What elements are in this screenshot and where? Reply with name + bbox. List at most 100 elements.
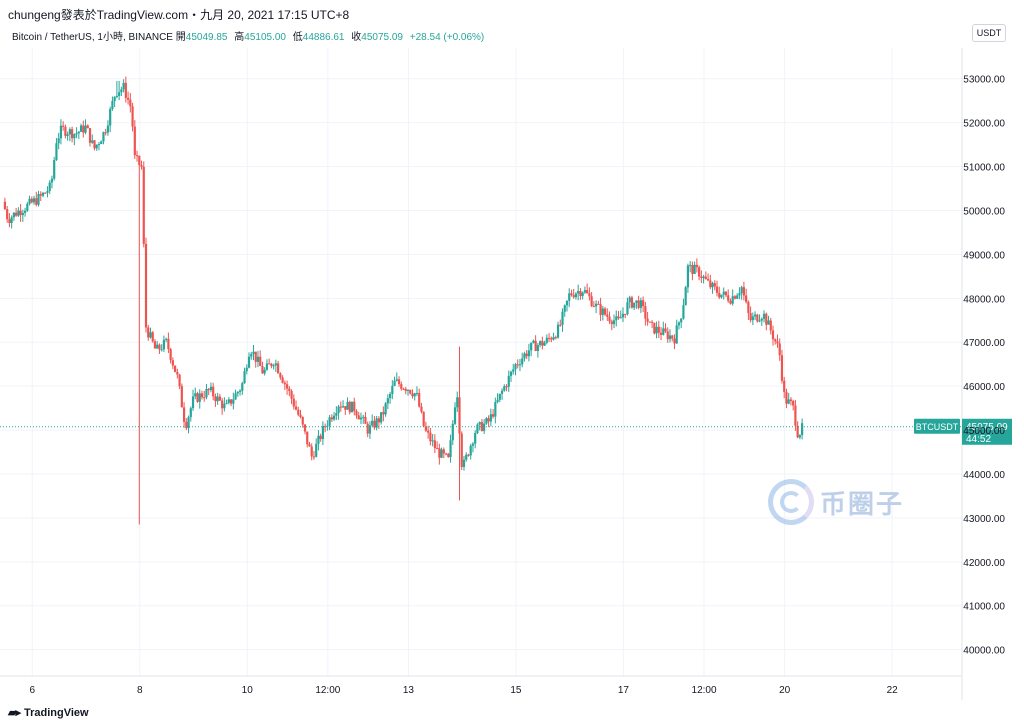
- candle-body: [306, 431, 309, 445]
- candle-body: [436, 448, 439, 450]
- candle-body: [610, 321, 613, 325]
- candle-body: [456, 397, 459, 408]
- candle-body: [774, 339, 777, 342]
- y-tick-label: 53000.00: [963, 75, 1005, 86]
- candle-body: [158, 344, 161, 350]
- candle-body: [650, 321, 654, 323]
- time-axis[interactable]: 6 8 10 12:00 13 15 17 12:00 20 22: [29, 685, 898, 696]
- currency-button[interactable]: USDT: [972, 24, 1006, 42]
- candle-body: [778, 343, 781, 356]
- candle-body: [26, 203, 29, 211]
- candle-body: [279, 373, 282, 378]
- candle-body: [621, 313, 625, 318]
- candle-body: [715, 286, 719, 293]
- candle-body: [731, 296, 734, 304]
- candle-body: [205, 388, 208, 398]
- candle-body: [516, 364, 519, 366]
- candle-body: [711, 283, 714, 288]
- candle-body: [684, 287, 687, 306]
- candle-body: [391, 385, 394, 394]
- y-tick-label: 41000.00: [963, 602, 1005, 613]
- candle-body: [536, 345, 539, 351]
- candle-body: [718, 292, 721, 298]
- x-tick-label: 12:00: [315, 685, 340, 696]
- symbol-tag: [914, 418, 960, 434]
- candle-body: [147, 327, 150, 338]
- candle-body: [736, 295, 739, 299]
- candle-body: [341, 406, 345, 408]
- candle-body: [256, 356, 260, 362]
- candle-body: [79, 125, 83, 132]
- last-price-value: 45075.09: [966, 422, 1008, 433]
- candle-body: [592, 306, 595, 308]
- candle-body: [691, 264, 694, 274]
- candle-body: [53, 159, 56, 179]
- candle-body: [126, 97, 130, 100]
- candle-body: [288, 388, 291, 392]
- candle-body: [762, 313, 766, 319]
- candle-body: [404, 388, 407, 391]
- candle-body: [393, 380, 396, 386]
- candle-body: [668, 335, 672, 340]
- candle-body: [180, 386, 183, 408]
- tradingview-footer[interactable]: ▰▸ TradingView: [8, 706, 89, 720]
- candle-body: [462, 459, 466, 467]
- candle-body: [359, 417, 363, 420]
- candle-body: [151, 332, 154, 342]
- candle-body: [783, 380, 786, 392]
- candle-body: [330, 417, 333, 420]
- candle-body: [346, 401, 349, 410]
- candle-body: [729, 300, 732, 304]
- candle-body: [122, 82, 125, 90]
- x-tick-label: 17: [618, 685, 630, 696]
- candle-body: [655, 326, 658, 334]
- candle-body: [191, 396, 195, 409]
- candle-body: [241, 383, 244, 391]
- candle-body: [431, 440, 434, 442]
- candle-body: [82, 125, 85, 133]
- candle-body: [221, 400, 224, 409]
- candle-body: [541, 341, 544, 346]
- candle-body: [377, 418, 380, 423]
- price-axis[interactable]: 53000.00 52000.00 51000.00 50000.00 49000.00…: [963, 75, 1005, 657]
- candle-body: [449, 440, 452, 458]
- candle-body: [418, 393, 421, 407]
- candle-body: [500, 390, 504, 394]
- symbol-legend: Bitcoin / TetherUS, 1小時, BINANCE 開45049.…: [12, 28, 488, 43]
- candle-body: [617, 316, 620, 319]
- candle-body: [259, 356, 262, 367]
- candle-body: [709, 280, 712, 288]
- candle-body: [55, 143, 58, 160]
- x-tick-label: 10: [242, 685, 254, 696]
- watermark-text: 币圈子: [820, 488, 905, 519]
- candle-body: [111, 100, 114, 109]
- candle-body: [118, 92, 121, 96]
- candle-body: [19, 210, 22, 216]
- candle-body: [648, 321, 651, 323]
- candle-body: [400, 384, 403, 389]
- candle-body: [534, 340, 537, 351]
- candle-body: [639, 300, 642, 308]
- candle-body: [630, 297, 634, 308]
- candle-body: [483, 423, 486, 431]
- candle-body: [268, 363, 271, 365]
- candle-body: [738, 293, 741, 296]
- candle-body: [465, 454, 468, 460]
- legend-close-label: 收: [351, 32, 362, 43]
- candle-body: [270, 363, 273, 367]
- chart-grid: [0, 48, 962, 676]
- candle-body: [207, 388, 210, 391]
- candle-body: [355, 411, 358, 416]
- candle-body: [198, 393, 201, 402]
- y-tick-label: 43000.00: [963, 514, 1005, 525]
- candle-body: [153, 341, 157, 349]
- candle-body: [138, 155, 141, 166]
- candle-body: [388, 393, 392, 399]
- candle-body: [662, 328, 665, 335]
- candle-body: [37, 194, 40, 205]
- candle-body: [380, 412, 383, 423]
- candle-body: [424, 426, 428, 431]
- candle-body: [71, 129, 74, 139]
- x-tick-label: 22: [887, 685, 899, 696]
